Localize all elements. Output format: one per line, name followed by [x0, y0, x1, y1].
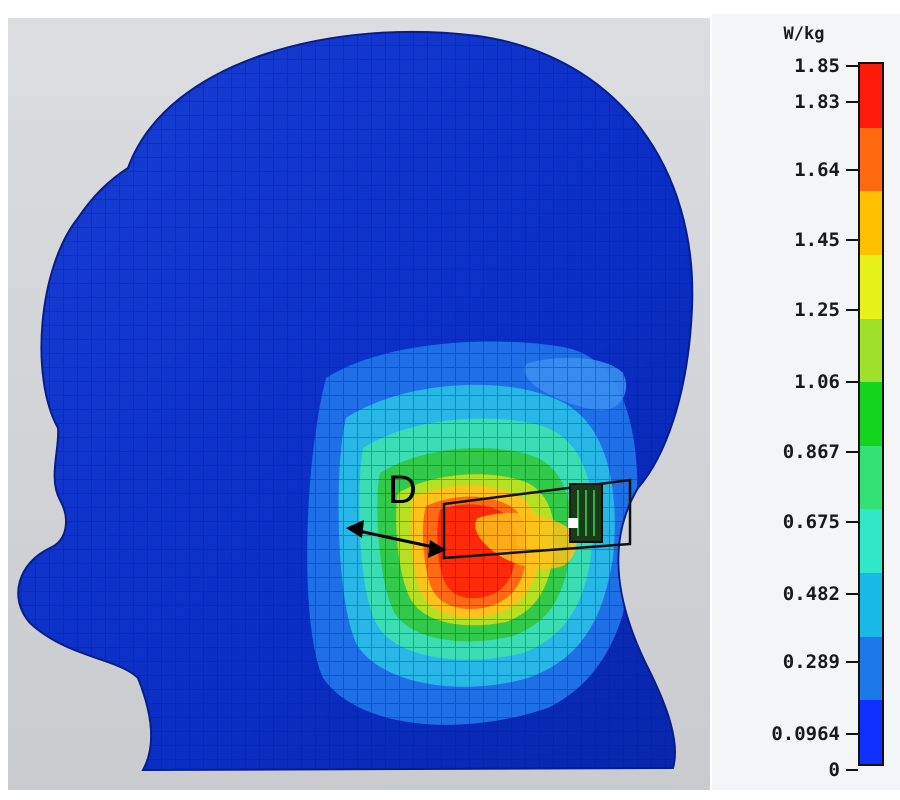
legend-tick-mark: [846, 381, 858, 383]
colorbar-band: [860, 445, 882, 511]
legend-unit-label: W/kg: [783, 24, 825, 44]
legend-tick-label: 0: [828, 759, 840, 781]
colorbar-band: [860, 636, 882, 702]
legend-tick-label: 0.289: [782, 651, 840, 673]
colorbar-band: [860, 127, 882, 193]
legend-tick-label: 0.0964: [771, 723, 840, 745]
colorbar-band: [860, 318, 882, 384]
legend-tick-label: 1.45: [794, 229, 840, 251]
colorbar: [858, 62, 884, 766]
colorbar-band: [860, 700, 882, 764]
legend-tick-label: 0.867: [782, 441, 840, 463]
distance-label: D: [388, 468, 417, 512]
legend-tick-label: 1.06: [794, 371, 840, 393]
legend-tick-mark: [846, 661, 858, 663]
legend-tick-mark: [846, 65, 858, 67]
colorbar-band: [860, 191, 882, 256]
phone-antenna-box: [442, 478, 632, 560]
distance-arrow: [346, 520, 446, 558]
legend-tick-label: 1.83: [794, 91, 840, 113]
legend-tick-label: 1.85: [794, 55, 840, 77]
head-phantom: [18, 31, 693, 771]
legend-tick-mark: [846, 169, 858, 171]
colorbar-band: [860, 509, 882, 575]
legend-tick-mark: [846, 451, 858, 453]
legend-tick-label: 0.482: [782, 583, 840, 605]
colorbar-band: [860, 254, 882, 320]
legend-tick-mark: [846, 521, 858, 523]
legend-tick-label: 1.25: [794, 299, 840, 321]
colorbar-band: [860, 573, 882, 638]
sar-legend: W/kg 1.85 1.83 1.64 1.45 1.25 1.06 0.867 0.675 0…: [712, 14, 900, 790]
legend-tick-mark: [846, 733, 858, 735]
head-outline: [17, 30, 694, 772]
colorbar-band: [860, 382, 882, 447]
legend-tick-label: 0.675: [782, 511, 840, 533]
legend-tick-mark: [846, 769, 858, 771]
legend-tick-mark: [846, 593, 858, 595]
legend-tick-label: 1.64: [794, 159, 840, 181]
legend-tick-mark: [846, 101, 858, 103]
legend-tick-mark: [846, 309, 858, 311]
legend-tick-mark: [846, 239, 858, 241]
colorbar-band: [860, 64, 882, 129]
head-phantom-view: D: [8, 18, 710, 790]
sar-3d-viewport[interactable]: D: [8, 18, 710, 790]
